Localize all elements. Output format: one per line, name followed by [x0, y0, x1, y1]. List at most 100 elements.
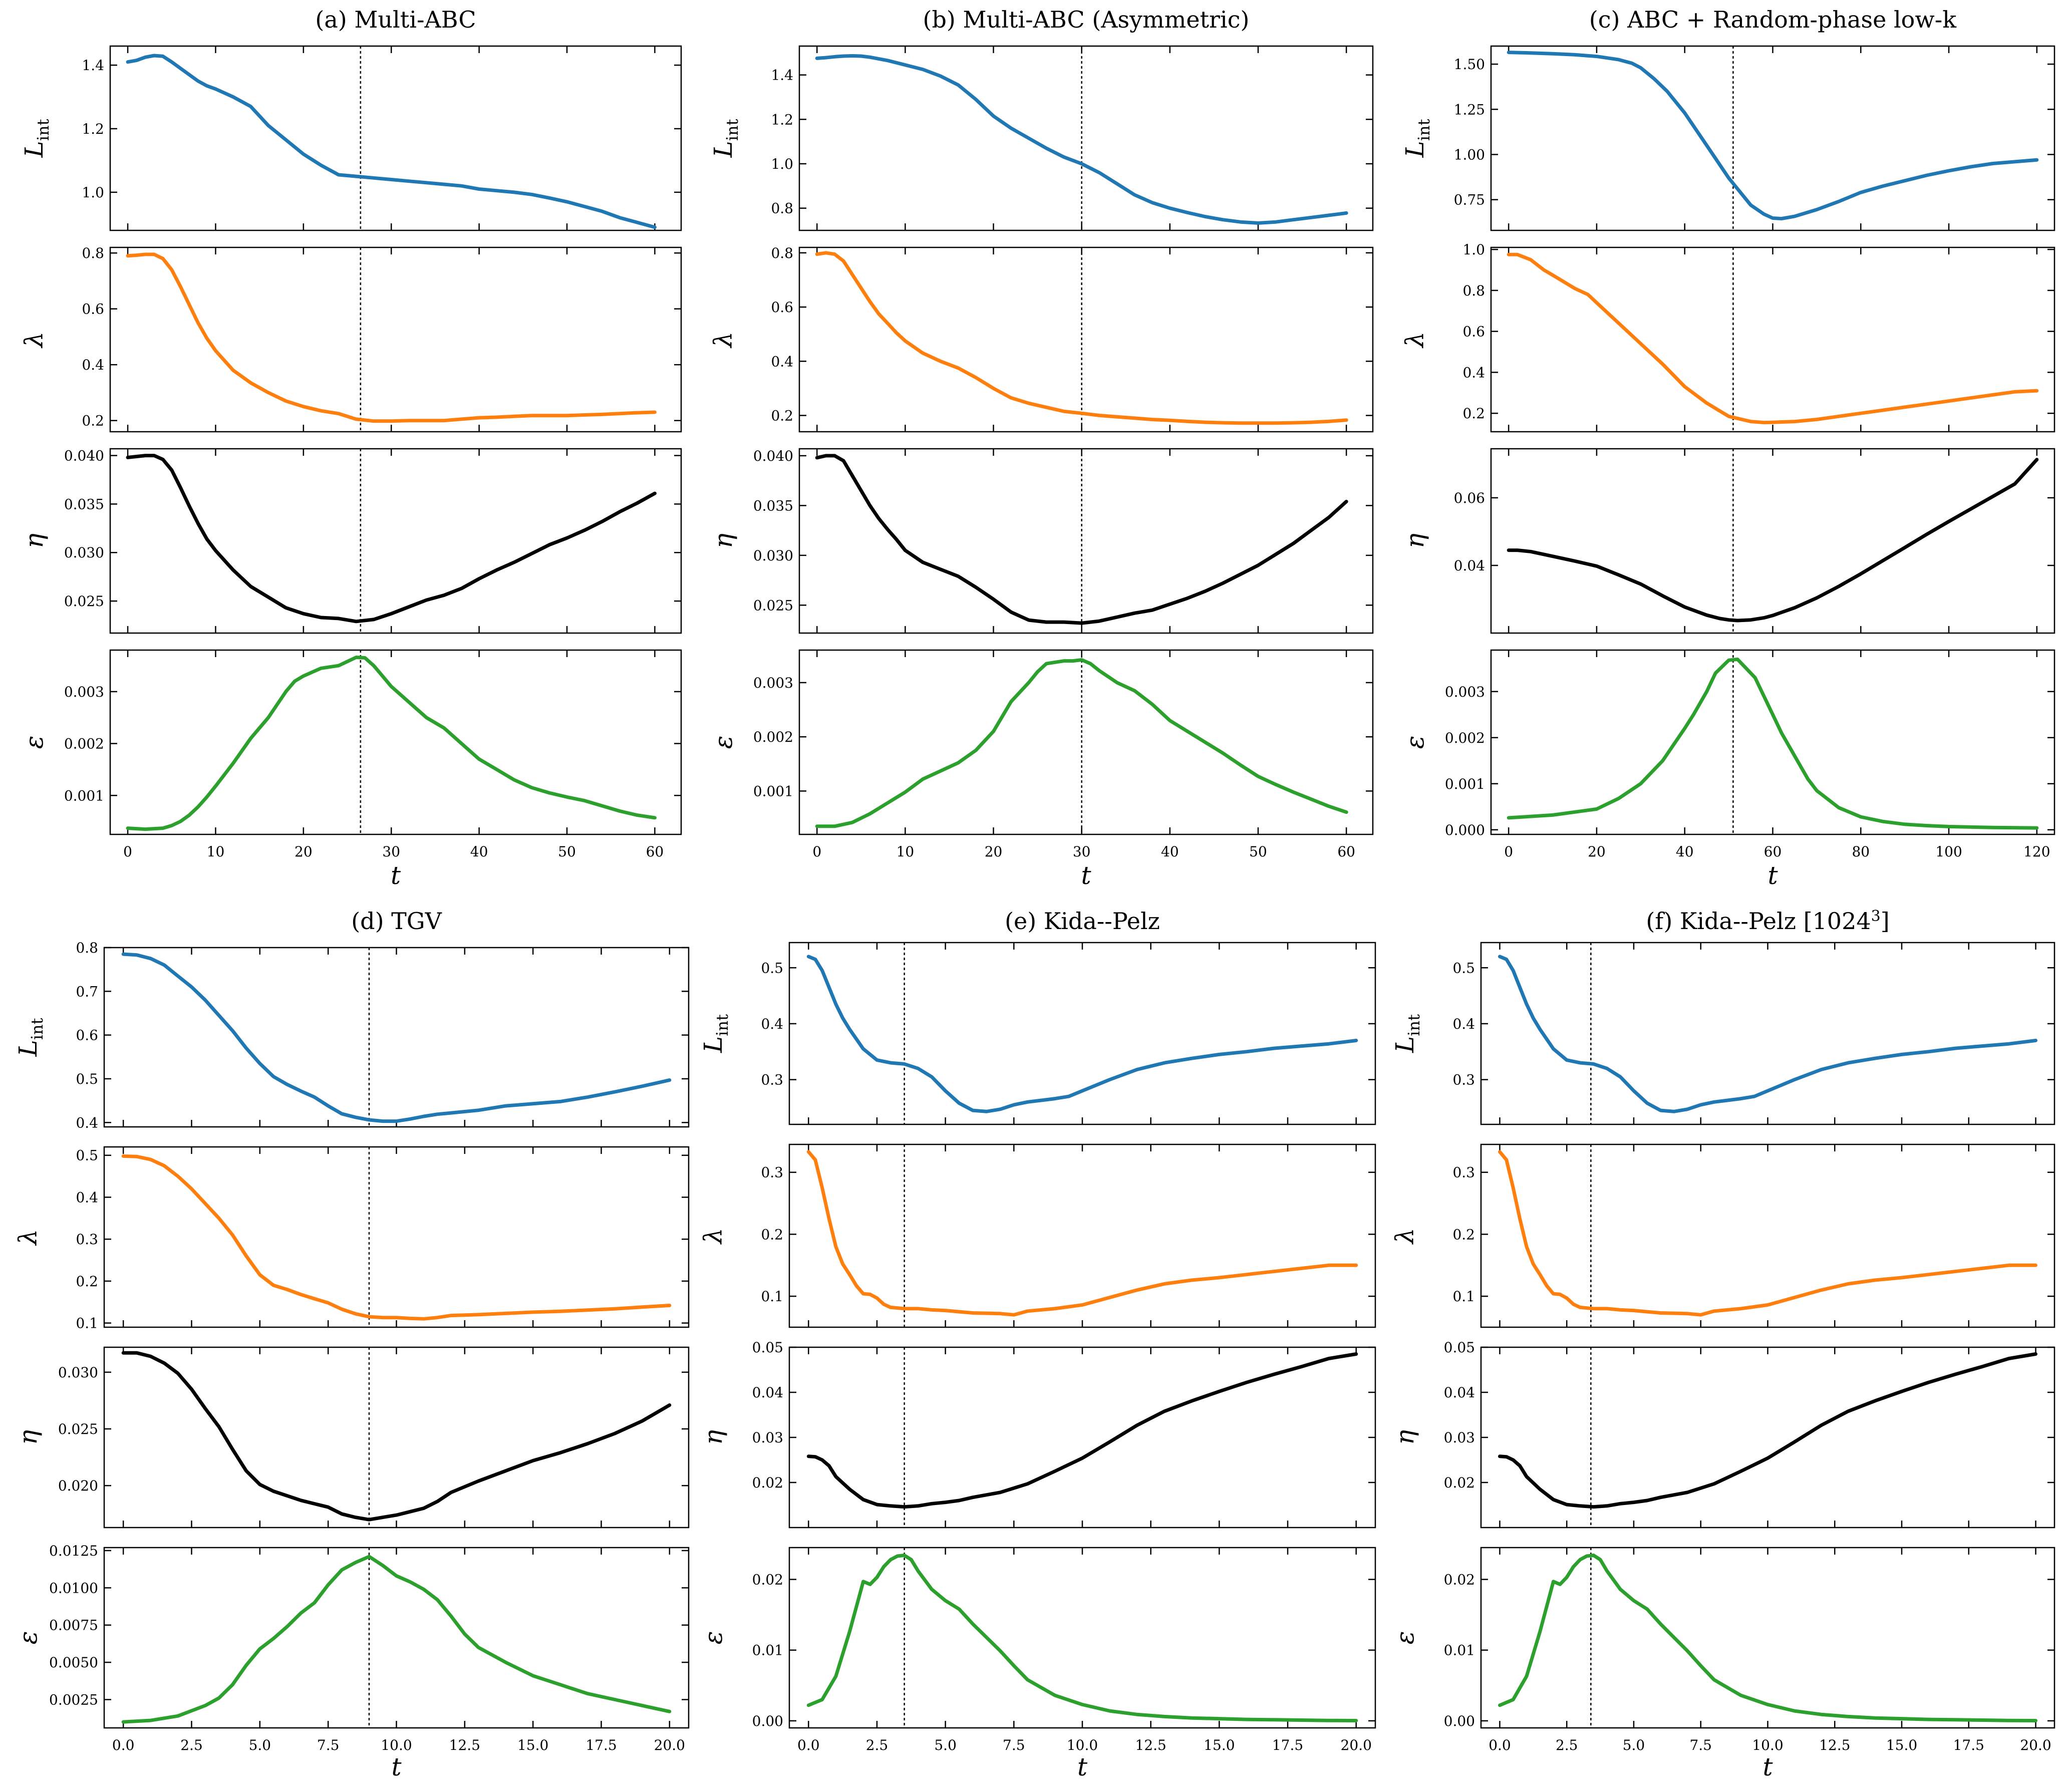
- x-tick-label: 20.0: [1341, 1737, 1372, 1753]
- y-tick-label: 0.02: [1444, 1572, 1475, 1588]
- y-tick-label: 0.8: [1462, 282, 1485, 299]
- y-tick-label: 0.2: [1462, 405, 1485, 422]
- series-line-eps: [121, 1555, 672, 1724]
- y-tick-label: 0.05: [752, 1339, 783, 1356]
- y-tick-label: 0.025: [753, 597, 793, 614]
- y-tick-label: 1.2: [82, 121, 104, 137]
- series-line-eps: [1507, 657, 2039, 830]
- x-tick-label: 20: [1588, 843, 1606, 860]
- y-tick-label: 0.002: [753, 729, 793, 745]
- y-axis-label: ε: [20, 736, 49, 749]
- axes-frame: [1490, 649, 2055, 835]
- y-tick-label: 0.2: [761, 1226, 783, 1243]
- y-tick-label: 1.4: [82, 57, 104, 74]
- y-tick-label: 0.1: [1452, 1288, 1475, 1305]
- panel-L: 0.8 1.0 1.2 1.4 Lint: [709, 45, 1374, 231]
- x-tick-label: 12.5: [1819, 1737, 1850, 1753]
- y-tick-label: 1.2: [771, 111, 793, 128]
- x-tick-label: 20: [985, 843, 1003, 860]
- x-tick-label: 0.0: [797, 1737, 820, 1753]
- subplot-b: (b) Multi-ABC (Asymmetric) 0.8 1.0 1.2 1.4 Li…: [709, 6, 1374, 890]
- series-line-eta: [1507, 458, 2039, 623]
- y-tick-label: 0.4: [76, 1189, 98, 1206]
- x-tick-label: 30: [1073, 843, 1091, 860]
- panel-eta: 0.025 0.030 0.035 0.040 η: [709, 448, 1374, 634]
- panel-eta: 0.02 0.03 0.04 0.05 η: [699, 1339, 1376, 1529]
- x-tick-label: 60: [1337, 843, 1355, 860]
- y-tick-label: 0.6: [1462, 324, 1485, 340]
- x-tick-label: 20: [294, 843, 313, 860]
- panel-lambda: 0.2 0.4 0.6 0.8 λ: [20, 245, 682, 433]
- subplot-d: (d) TGV0.40.50.60.70.8Lint0.10.20.30.40.…: [14, 908, 690, 1781]
- x-tick-label: 80: [1852, 843, 1870, 860]
- series-line-eps: [126, 656, 657, 831]
- y-tick-label: 1.25: [1454, 101, 1485, 118]
- y-tick-label: 0.040: [753, 448, 793, 464]
- y-axis-label: ε: [709, 736, 738, 749]
- y-tick-label: 1.50: [1454, 56, 1485, 73]
- y-tick-label: 0.8: [771, 245, 793, 261]
- y-tick-label: 0.3: [76, 1231, 98, 1248]
- y-tick-label: 0.8: [771, 200, 793, 217]
- y-axis-label: λ: [709, 332, 738, 349]
- y-tick-label: 0.0125: [49, 1543, 98, 1559]
- x-tick-label: 5.0: [934, 1737, 957, 1753]
- axes-frame: [1490, 45, 2055, 231]
- y-axis-label: η: [1390, 1430, 1419, 1445]
- x-tick-label: 0: [1504, 843, 1513, 860]
- axes-frame: [1480, 1346, 2055, 1529]
- y-axis-label: Lint: [20, 119, 53, 158]
- axes-frame: [1480, 942, 2055, 1125]
- x-tick-label: 40: [1161, 843, 1179, 860]
- y-tick-label: 0.0050: [49, 1654, 98, 1671]
- panel-eps: 0.001 0.002 0.003 0 10 20 30 40 50 60 ε: [20, 649, 682, 860]
- axes-frame: [788, 1346, 1376, 1529]
- y-tick-label: 0.01: [752, 1642, 783, 1659]
- panel-L: 0.3 0.4 0.5 Lint: [699, 942, 1376, 1125]
- x-tick-label: 20.0: [2020, 1737, 2051, 1753]
- y-tick-label: 0.6: [76, 1027, 98, 1044]
- y-axis-label: Lint: [1400, 119, 1433, 158]
- y-tick-label: 0.1: [76, 1315, 98, 1332]
- y-axis-label: ε: [699, 1631, 728, 1645]
- y-tick-label: 0.002: [64, 736, 104, 752]
- y-axis-label: λ: [1400, 332, 1429, 349]
- y-tick-label: 0.4: [82, 357, 104, 373]
- y-tick-label: 0.3: [1452, 1072, 1475, 1088]
- x-tick-label: 50: [558, 843, 576, 860]
- y-tick-label: 0.5: [1452, 960, 1475, 976]
- subplot-c: (c) ABC + Random-phase low-k0.751.001.25…: [1400, 6, 2055, 890]
- y-axis-label: Lint: [699, 1014, 732, 1053]
- series-line-eps: [815, 658, 1348, 828]
- y-tick-label: 0.4: [1462, 364, 1485, 381]
- axes-frame: [109, 448, 682, 634]
- x-tick-label: 10.0: [1067, 1737, 1098, 1753]
- x-axis-label: t: [391, 861, 401, 890]
- y-axis-label: η: [20, 533, 49, 548]
- series-line-lambda: [126, 252, 657, 423]
- y-tick-label: 0.3: [761, 1072, 783, 1088]
- y-tick-label: 1.0: [82, 184, 104, 201]
- y-tick-label: 0.02: [752, 1572, 783, 1588]
- axes-frame: [109, 649, 682, 835]
- panel-eps: 0.0025 0.0050 0.0075 0.0100 0.0125 0.0 2.5 5.0 7…: [14, 1543, 690, 1753]
- axes-frame: [109, 45, 682, 231]
- y-tick-label: 0.2: [771, 408, 793, 424]
- x-tick-label: 7.5: [317, 1737, 340, 1753]
- subplot-title-superscript: 3: [1871, 908, 1881, 925]
- panel-eps: 0.001 0.002 0.003 0 10 20 30 40 50 60 ε: [709, 649, 1374, 860]
- y-axis-label: Lint: [14, 1018, 47, 1057]
- y-tick-label: 0.2: [76, 1273, 98, 1290]
- panel-lambda: 0.1 0.2 0.3 0.4 0.5 λ: [14, 1146, 690, 1332]
- y-tick-label: 0.001: [753, 783, 793, 799]
- subplot-title: (f) Kida--Pelz [10243]: [1646, 908, 1889, 935]
- x-tick-label: 0: [812, 843, 821, 860]
- panel-lambda: 0.2 0.4 0.6 0.8 1.0 λ: [1400, 241, 2055, 433]
- x-tick-label: 40: [1676, 843, 1694, 860]
- y-tick-label: 0.003: [1445, 684, 1485, 700]
- x-tick-label: 15.0: [517, 1737, 548, 1753]
- x-tick-label: 17.5: [1272, 1737, 1303, 1753]
- series-line-L: [121, 952, 672, 1123]
- y-axis-label: η: [709, 533, 738, 548]
- y-tick-label: 0.003: [64, 684, 104, 700]
